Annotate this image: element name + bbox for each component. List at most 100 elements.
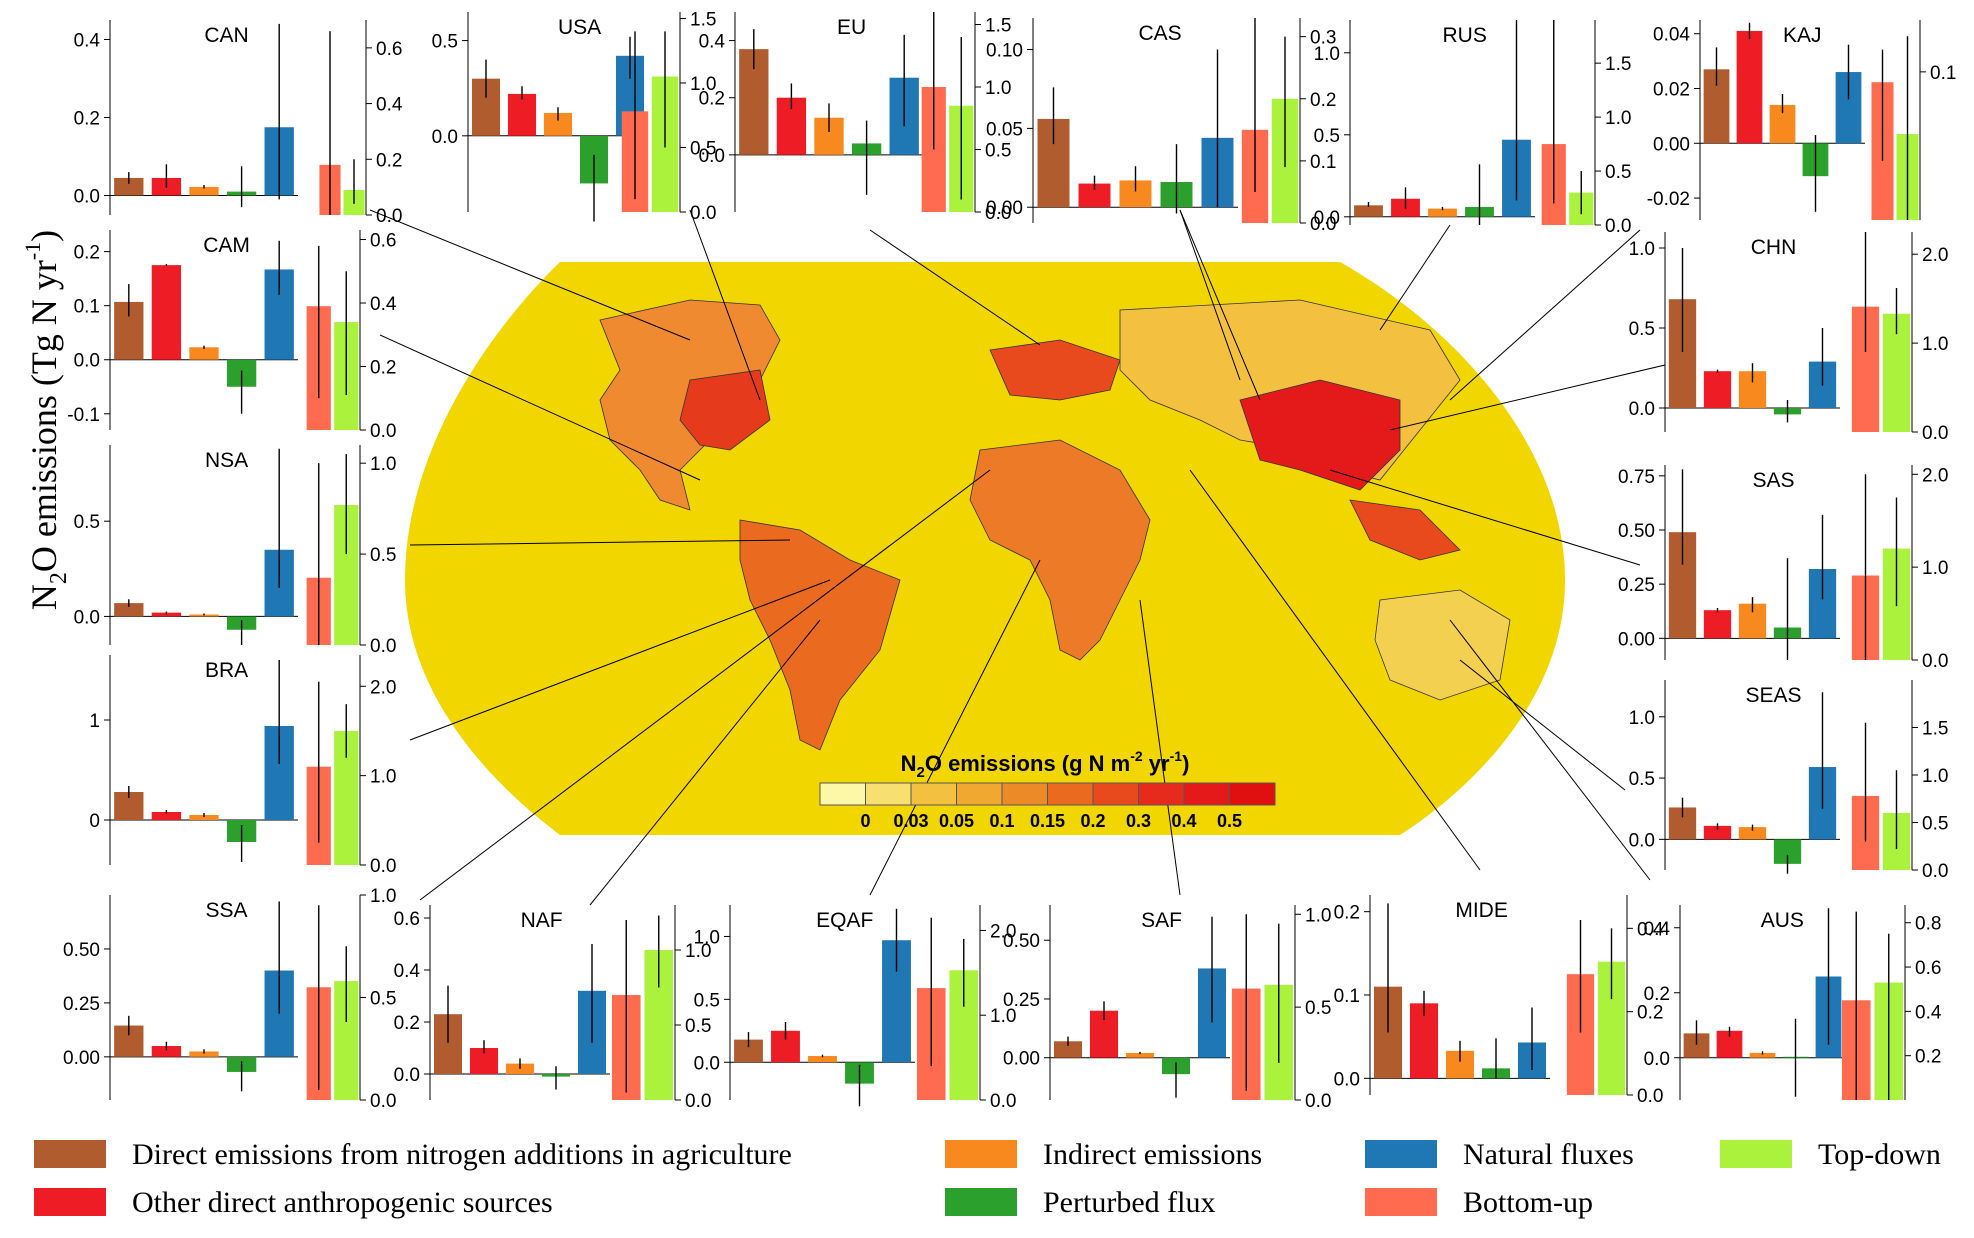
panel-naf: 0.0 0.2 0.4 0.6 0.0 0.5 1.0 NAF [394, 905, 711, 1112]
left-tick-label: 0.1 [1334, 986, 1360, 1007]
right-tick-label: 0.6 [376, 39, 402, 60]
connector-line [1379, 224, 1451, 331]
left-tick-label: 0.00 [63, 1048, 100, 1069]
left-tick-label: 0.2 [1644, 984, 1670, 1005]
left-tick-label: 0.2 [74, 243, 100, 264]
panel-cam: -0.1 0.0 0.1 0.2 0.0 0.2 0.4 0.6 CAM [67, 230, 397, 442]
panel-title: SSA [206, 899, 248, 922]
right-tick-label: 0.4 [1915, 1002, 1942, 1023]
connector-line [1329, 469, 1641, 566]
map-legend-tick: 0.05 [939, 811, 974, 831]
right-tick-label: 0.5 [685, 1016, 711, 1037]
left-tick-label: 1.0 [1629, 708, 1655, 729]
left-tick-label: 0.2 [74, 109, 100, 130]
right-tick-label: 0.0 [376, 206, 402, 227]
right-tick-label: 0.0 [685, 1091, 711, 1112]
bar-indirect [1125, 1053, 1155, 1058]
left-tick-label: 0.5 [432, 32, 458, 53]
panel-title: NSA [205, 449, 248, 472]
panel-aus: 0.0 0.2 0.4 0.2 0.4 0.6 0.8 AUS [1644, 905, 1942, 1100]
bar-agri [734, 1039, 763, 1063]
map-legend-swatches [819, 782, 1276, 806]
legend-swatch [945, 1140, 1017, 1168]
legend-swatch [945, 1188, 1017, 1216]
right-tick-label: 0.0 [370, 1091, 396, 1112]
left-tick-label: 1.0 [1314, 44, 1340, 65]
map-legend-tick: 0.2 [1080, 811, 1105, 831]
bar-indirect [189, 186, 219, 196]
right-tick-label: 0.2 [1915, 1047, 1941, 1068]
map-legend-swatch [819, 782, 866, 806]
right-tick-label: 1.5 [985, 16, 1011, 37]
panel-mide: 0.0 0.1 0.2 0.0 0.2 0.4 MIDE [1334, 895, 1664, 1107]
left-tick-label: 0.00 [1003, 1049, 1040, 1070]
left-tick-label: 0.10 [986, 41, 1023, 62]
left-tick-label: 0.0 [394, 1065, 420, 1086]
right-tick-label: 1.0 [1305, 905, 1331, 926]
legend-item-natural: Natural fluxes [1365, 1138, 1634, 1171]
panel-title: CAM [203, 234, 250, 257]
bar-agri [114, 603, 144, 617]
panel-title: CAS [1139, 22, 1182, 45]
right-tick-label: 1.0 [1605, 108, 1631, 129]
legend-item-bottom-up: Bottom-up [1365, 1186, 1593, 1219]
connector-line [1179, 209, 1241, 381]
panel-kaj: -0.02 0.00 0.02 0.04 0.1 KAJ [1647, 20, 1956, 220]
left-tick-label: 0.25 [1618, 575, 1655, 596]
connector-line [369, 209, 691, 341]
bar-other_direct [151, 812, 182, 820]
right-tick-label: 0.6 [1915, 958, 1941, 979]
bar-indirect [189, 347, 219, 360]
land-india-china-hotspot [1239, 379, 1401, 491]
panel-nsa: 0.0 0.5 0.0 0.5 1.0 NSA [74, 445, 396, 657]
panel-can: 0.0 0.2 0.4 0.0 0.2 0.4 0.6 CAN [74, 20, 403, 227]
left-tick-label: 0.5 [1629, 319, 1655, 340]
legend-item-other-direct: Other direct anthropogenic sources [34, 1186, 553, 1219]
left-tick-label: 0.50 [63, 940, 100, 961]
panel-title: MIDE [1455, 899, 1508, 922]
bar-other_direct [151, 265, 182, 360]
connector-line [1139, 599, 1181, 896]
panel-saf: 0.00 0.25 0.50 0.0 0.5 1.0 SAF [1003, 905, 1331, 1112]
bar-indirect [808, 1055, 837, 1063]
left-tick-label: 0.0 [74, 351, 100, 372]
left-tick-label: 0.5 [1629, 769, 1655, 790]
panel-title: USA [558, 16, 601, 39]
right-tick-label: 1.0 [685, 941, 711, 962]
panel-cas: 0.00 0.05 0.10 0.0 0.1 0.2 0.3 CAS [986, 18, 1336, 235]
left-tick-label: 0.5 [74, 512, 100, 533]
right-tick-label: 0.0 [1305, 1091, 1331, 1112]
land-europe [989, 339, 1121, 401]
left-tick-label: 0.02 [1653, 79, 1690, 100]
left-tick-label: 0.05 [986, 119, 1023, 140]
right-tick-label: 0.5 [1305, 998, 1331, 1019]
bar-other_direct [1703, 825, 1732, 840]
legend-swatch [1720, 1140, 1792, 1168]
land-masses [599, 299, 1511, 751]
map-legend-tick: 0 [860, 811, 870, 831]
right-tick-label: 0.5 [370, 989, 396, 1010]
right-tick-label: 0.0 [1922, 651, 1948, 672]
legend-item-indirect: Indirect emissions [945, 1138, 1262, 1171]
legend-swatch [34, 1140, 106, 1168]
right-tick-label: 2.0 [1922, 245, 1948, 266]
left-tick-label: 0.0 [1629, 399, 1655, 420]
bar-indirect [543, 112, 573, 136]
left-tick-label: 0.0 [699, 146, 725, 167]
panel-title: SAF [1141, 909, 1182, 932]
left-tick-label: 0.25 [63, 994, 100, 1015]
map-legend-tick: 0.4 [1171, 811, 1196, 831]
land-usa-hotspot [679, 369, 771, 451]
left-tick-label: 0.00 [1618, 629, 1655, 650]
right-tick-label: 0.0 [1637, 1086, 1663, 1107]
connector-line [379, 334, 701, 481]
right-tick-label: 0.5 [690, 138, 716, 159]
connector-line [1449, 619, 1651, 881]
panel-title: CHN [1751, 236, 1797, 259]
left-tick-label: 0.6 [394, 909, 420, 930]
left-tick-label: 0.04 [1653, 25, 1690, 46]
connector-line [419, 469, 991, 901]
right-tick-label: 0.0 [1922, 861, 1948, 882]
bar-agri [1053, 1041, 1083, 1058]
